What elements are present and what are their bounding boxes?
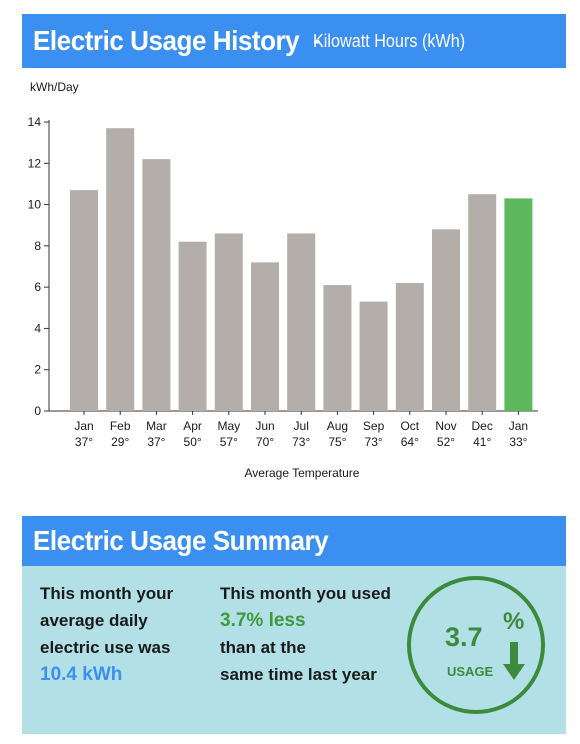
usage-comparison-text: This month you used 3.7% less than at th… (220, 580, 391, 688)
col2-line1: This month you used (220, 584, 391, 603)
average-daily-use-text: This month your average daily electric u… (40, 580, 173, 688)
x-tick-temperature: 73° (365, 435, 383, 449)
bar (142, 159, 171, 411)
y-tick-label: 2 (34, 363, 41, 377)
usage-summary-title: Electric Usage Summary (33, 525, 329, 556)
bar-current-month (504, 198, 533, 411)
x-tick-month: Jan (509, 419, 528, 433)
usage-summary-panel: This month your average daily electric u… (22, 566, 566, 734)
x-tick-temperature: 50° (184, 435, 202, 449)
x-tick-month: Jan (74, 419, 93, 433)
bar (468, 194, 497, 411)
bar (432, 229, 460, 411)
x-tick-month: Nov (435, 419, 456, 433)
x-tick-month: Sep (363, 419, 385, 433)
x-tick-temperature: 37° (147, 435, 165, 449)
usage-history-subtitle: Kilowatt Hours (kWh) (312, 30, 465, 51)
bar (251, 262, 279, 411)
bar (287, 233, 316, 411)
col2-line4: same time last year (220, 665, 377, 684)
x-tick-temperature: 41° (473, 435, 491, 449)
y-tick-label: 6 (34, 280, 41, 294)
usage-summary-header: Electric Usage Summary (22, 516, 566, 566)
bar (359, 301, 388, 411)
y-tick-label: 8 (34, 239, 41, 253)
down-arrow-icon (503, 642, 525, 680)
col1-line2: average daily (40, 611, 148, 630)
x-tick-month: Apr (183, 419, 202, 433)
y-tick-label: 12 (28, 156, 42, 170)
bar (323, 285, 352, 411)
bar (395, 283, 424, 411)
x-tick-temperature: 75° (328, 435, 346, 449)
y-tick-label: 14 (28, 115, 42, 129)
x-axis-label: Average Temperature (245, 466, 360, 480)
badge-label: USAGE (447, 664, 494, 679)
bar (70, 190, 98, 411)
usage-history-title: Electric Usage History (33, 25, 300, 56)
usage-change-badge: 3.7 % USAGE (407, 576, 545, 714)
usage-history-header: Electric Usage History - Kilowatt Hours … (22, 14, 566, 68)
badge-number: 3.7 (445, 622, 483, 652)
x-tick-temperature: 52° (437, 435, 455, 449)
bar (106, 128, 135, 411)
x-tick-temperature: 64° (401, 435, 419, 449)
y-tick-label: 4 (34, 321, 41, 335)
bar (214, 233, 243, 411)
x-tick-temperature: 57° (220, 435, 238, 449)
title-separator: - (313, 28, 321, 53)
average-daily-use-value: 10.4 kWh (40, 664, 123, 685)
x-tick-temperature: 37° (75, 435, 93, 449)
x-tick-temperature: 70° (256, 435, 274, 449)
x-tick-temperature: 73° (292, 435, 310, 449)
x-tick-month: Feb (110, 419, 131, 433)
x-tick-temperature: 29° (111, 435, 129, 449)
badge-percent-sign: % (503, 608, 525, 635)
x-tick-month: Jul (294, 419, 309, 433)
x-tick-month: Jun (255, 419, 274, 433)
x-tick-month: Aug (327, 419, 348, 433)
x-tick-temperature: 33° (509, 435, 527, 449)
col1-line1: This month your (40, 584, 174, 603)
x-tick-month: Dec (472, 419, 493, 433)
x-tick-month: May (217, 419, 240, 433)
x-tick-month: Oct (400, 419, 419, 433)
y-axis-label: kWh/Day (30, 80, 79, 94)
y-tick-label: 0 (34, 404, 41, 418)
usage-bar-chart: kWh/Day 0 2 4 6 8 10 12 14 Jan 37° Feb 29° Mar 37° Apr 5… (28, 80, 538, 480)
x-tick-month: Mar (146, 419, 167, 433)
usage-change-value: 3.7% less (220, 610, 306, 631)
y-tick-label: 10 (28, 198, 42, 212)
col1-line3: electric use was (40, 638, 171, 657)
bar (178, 241, 207, 411)
col2-line3: than at the (220, 638, 306, 657)
